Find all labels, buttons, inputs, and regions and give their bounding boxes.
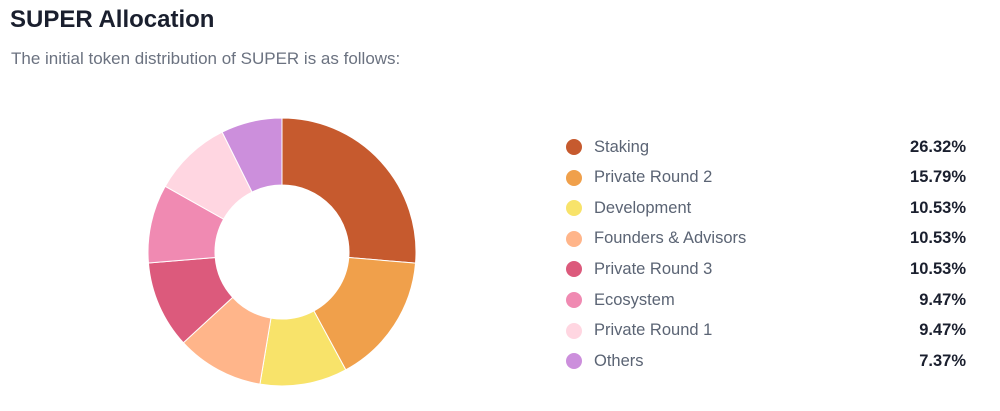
legend-swatch bbox=[566, 169, 582, 186]
legend-item: Staking 26.32% bbox=[566, 132, 966, 162]
legend-value: 10.53% bbox=[910, 259, 966, 278]
page-subtitle: The initial token distribution of SUPER … bbox=[11, 49, 401, 68]
legend-item: Private Round 1 9.47% bbox=[566, 316, 966, 346]
legend-swatch bbox=[566, 322, 582, 339]
legend-swatch bbox=[566, 261, 582, 278]
legend-value: 10.53% bbox=[910, 229, 966, 248]
slice-staking[interactable] bbox=[281, 117, 417, 264]
legend-item: Founders & Advisors 10.53% bbox=[566, 224, 966, 254]
slice-others[interactable] bbox=[221, 117, 283, 193]
legend-value: 26.32% bbox=[910, 137, 966, 156]
legend-label: Ecosystem bbox=[594, 290, 675, 309]
legend-label: Others bbox=[594, 351, 644, 370]
legend-label: Development bbox=[594, 198, 692, 217]
legend-value: 9.47% bbox=[919, 290, 966, 309]
legend-swatch bbox=[566, 353, 582, 370]
legend-label: Private Round 2 bbox=[594, 168, 713, 187]
legend-swatch bbox=[566, 230, 582, 247]
legend-label: Founders & Advisors bbox=[594, 229, 747, 248]
legend-label: Staking bbox=[594, 137, 650, 156]
legend-item: Ecosystem 9.47% bbox=[566, 285, 966, 315]
legend-item: Private Round 2 15.79% bbox=[566, 163, 966, 193]
legend-swatch bbox=[566, 139, 582, 155]
legend-value: 15.79% bbox=[910, 168, 966, 187]
legend-value: 7.37% bbox=[919, 351, 966, 370]
legend-swatch bbox=[566, 292, 582, 308]
legend-label: Private Round 1 bbox=[594, 321, 713, 340]
legend-swatch bbox=[566, 200, 582, 217]
legend-value: 9.47% bbox=[919, 321, 966, 340]
legend-item: Development 10.53% bbox=[566, 193, 966, 223]
legend-item: Private Round 3 10.53% bbox=[566, 254, 966, 284]
legend-label: Private Round 3 bbox=[594, 259, 713, 278]
legend-item: Others 7.37% bbox=[566, 346, 966, 376]
legend-value: 10.53% bbox=[910, 198, 966, 217]
page-title: SUPER Allocation bbox=[10, 6, 215, 33]
